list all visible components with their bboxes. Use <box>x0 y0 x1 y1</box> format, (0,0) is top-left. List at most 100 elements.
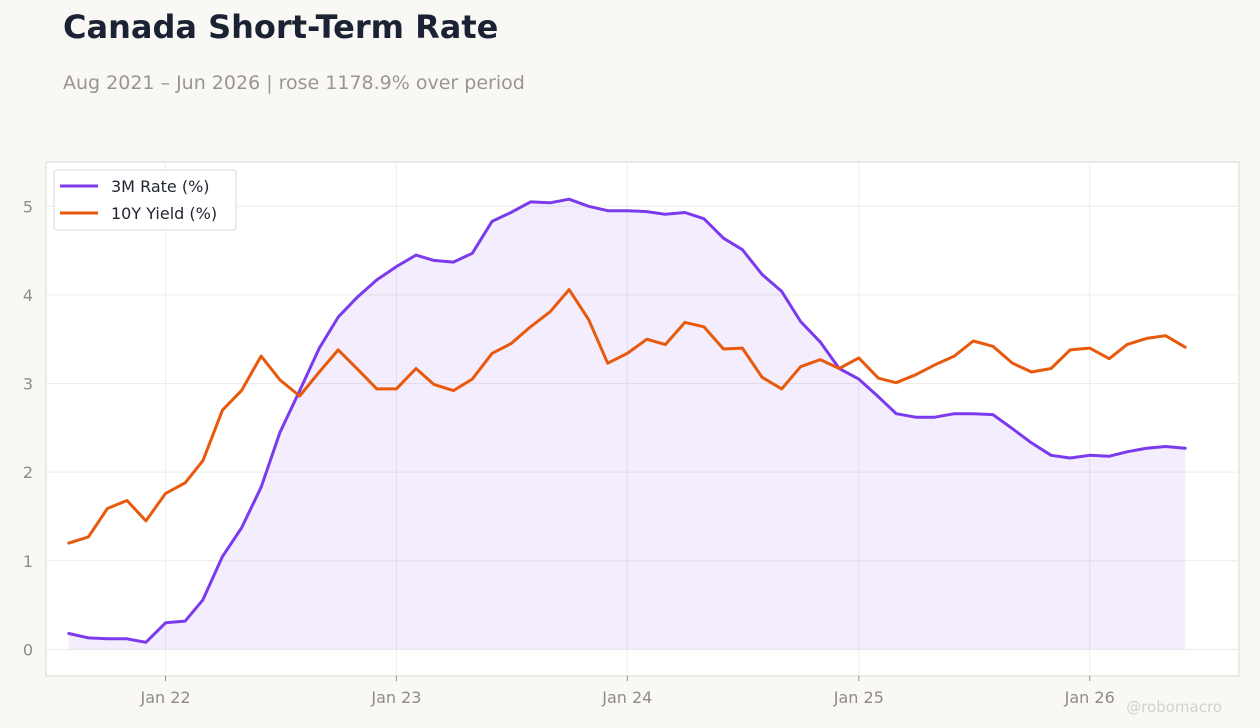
data-point-10y-yield <box>1108 357 1111 360</box>
data-point-3m-rate <box>298 389 301 392</box>
data-point-3m-rate <box>568 198 571 201</box>
grid-lines <box>46 162 1239 676</box>
data-point-10y-yield <box>279 379 282 382</box>
data-point-3m-rate <box>549 201 552 204</box>
data-point-3m-rate <box>857 378 860 381</box>
data-point-3m-rate <box>471 252 474 255</box>
data-point-10y-yield <box>568 288 571 291</box>
data-point-10y-yield <box>452 389 455 392</box>
x-tick-label: Jan 24 <box>601 688 652 707</box>
data-point-10y-yield <box>953 355 956 358</box>
data-point-3m-rate <box>144 641 147 644</box>
data-point-10y-yield <box>356 368 359 371</box>
data-point-3m-rate <box>1030 441 1033 444</box>
data-point-3m-rate <box>972 412 975 415</box>
data-point-3m-rate <box>67 632 70 635</box>
data-point-10y-yield <box>240 389 243 392</box>
data-point-10y-yield <box>395 387 398 390</box>
y-tick-label: 1 <box>23 552 33 571</box>
data-point-10y-yield <box>164 492 167 495</box>
x-tick-label: Jan 26 <box>1064 688 1115 707</box>
data-point-3m-rate <box>722 237 725 240</box>
series-area-3m-rate <box>68 199 1186 650</box>
data-point-3m-rate <box>664 213 667 216</box>
data-point-3m-rate <box>626 209 629 212</box>
data-point-10y-yield <box>106 507 109 510</box>
data-point-3m-rate <box>491 220 494 223</box>
data-point-3m-rate <box>1011 427 1014 430</box>
data-point-3m-rate <box>318 347 321 350</box>
y-tick-label: 5 <box>23 197 33 216</box>
data-point-10y-yield <box>857 356 860 359</box>
data-point-10y-yield <box>741 347 744 350</box>
data-point-10y-yield <box>471 378 474 381</box>
legend: 3M Rate (%) 10Y Yield (%) <box>53 169 237 231</box>
data-point-3m-rate <box>741 248 744 251</box>
chart-title: Canada Short-Term Rate <box>63 8 499 46</box>
data-point-3m-rate <box>279 431 282 434</box>
data-point-10y-yield <box>626 352 629 355</box>
data-point-10y-yield <box>683 321 686 324</box>
y-axis-ticks: 0 1 2 3 4 5 <box>23 197 33 659</box>
data-point-10y-yield <box>991 345 994 348</box>
chart-subtitle: Aug 2021 – Jun 2026 | rose 1178.9% over … <box>63 72 525 94</box>
data-point-3m-rate <box>895 412 898 415</box>
data-point-3m-rate <box>126 637 129 640</box>
legend-label-3m-rate: 3M Rate (%) <box>111 177 210 196</box>
x-axis-ticks: Jan 22 Jan 23 Jan 24 Jan 25 Jan 26 <box>139 676 1115 707</box>
data-point-10y-yield <box>664 343 667 346</box>
data-point-10y-yield <box>702 325 705 328</box>
data-point-10y-yield <box>184 481 187 484</box>
data-point-3m-rate <box>1126 450 1129 453</box>
data-point-10y-yield <box>1164 334 1167 337</box>
data-point-10y-yield <box>221 409 224 412</box>
data-point-3m-rate <box>606 209 609 212</box>
data-point-3m-rate <box>87 636 90 639</box>
data-point-10y-yield <box>126 499 129 502</box>
data-point-10y-yield <box>722 348 725 351</box>
data-point-3m-rate <box>991 413 994 416</box>
data-point-3m-rate <box>356 295 359 298</box>
watermark: @robomacro <box>1126 698 1222 716</box>
data-point-3m-rate <box>432 259 435 262</box>
data-point-3m-rate <box>415 254 418 257</box>
data-point-3m-rate <box>877 395 880 398</box>
data-point-10y-yield <box>799 365 802 368</box>
data-point-10y-yield <box>432 383 435 386</box>
data-point-10y-yield <box>1184 346 1187 349</box>
data-point-10y-yield <box>260 355 263 358</box>
data-point-10y-yield <box>1069 348 1072 351</box>
data-point-10y-yield <box>87 535 90 538</box>
data-point-3m-rate <box>260 486 263 489</box>
data-point-10y-yield <box>933 363 936 366</box>
data-point-10y-yield <box>201 459 204 462</box>
y-tick-label: 2 <box>23 463 33 482</box>
data-point-3m-rate <box>509 211 512 214</box>
data-point-3m-rate <box>529 200 532 203</box>
data-point-10y-yield <box>318 371 321 374</box>
y-tick-label: 3 <box>23 375 33 394</box>
data-point-10y-yield <box>1088 347 1091 350</box>
data-point-3m-rate <box>1069 457 1072 460</box>
data-point-10y-yield <box>337 348 340 351</box>
data-point-3m-rate <box>933 416 936 419</box>
data-point-10y-yield <box>877 377 880 380</box>
data-point-3m-rate <box>819 340 822 343</box>
data-point-3m-rate <box>1108 455 1111 458</box>
data-point-3m-rate <box>683 211 686 214</box>
data-point-3m-rate <box>1145 447 1148 450</box>
x-tick-label: Jan 25 <box>833 688 884 707</box>
data-point-3m-rate <box>1164 445 1167 448</box>
data-point-3m-rate <box>780 290 783 293</box>
data-point-10y-yield <box>1030 371 1033 374</box>
y-tick-label: 4 <box>23 286 33 305</box>
data-point-10y-yield <box>838 367 841 370</box>
series-fills <box>68 199 1186 650</box>
series-line-10y-yield <box>67 288 1187 545</box>
data-point-10y-yield <box>375 387 378 390</box>
data-point-3m-rate <box>914 416 917 419</box>
data-point-3m-rate <box>106 637 109 640</box>
data-point-3m-rate <box>375 278 378 281</box>
